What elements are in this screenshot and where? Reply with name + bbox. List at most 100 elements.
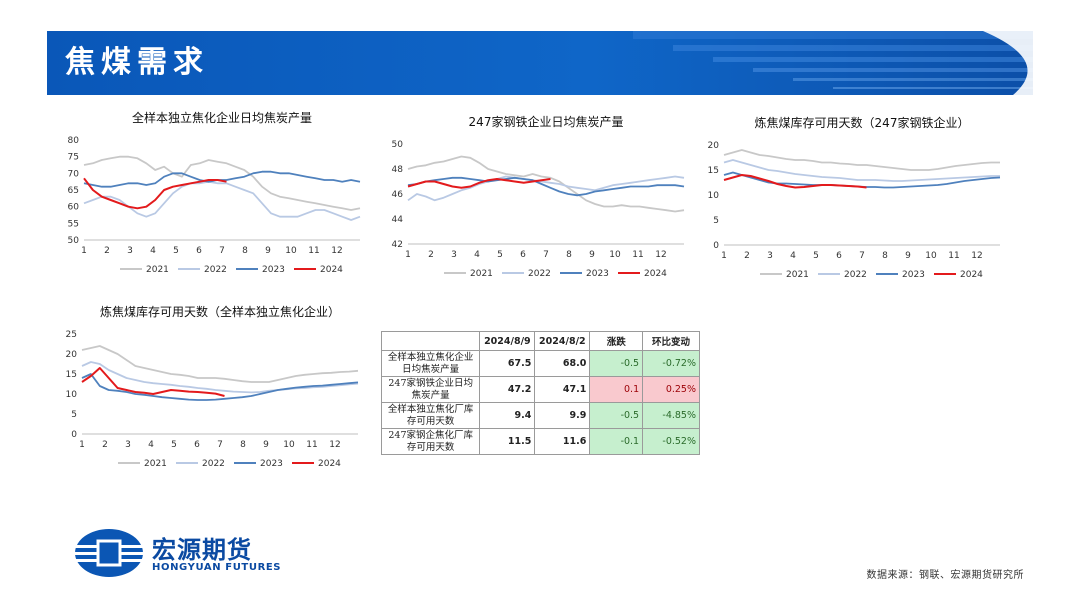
legend-label: 2021 [470,269,493,279]
chart-coking-coal-days: 炼焦煤库存可用天数（全样本独立焦化企业） 0 5 10 15 20 25 1 2 3 4 5 6 7 8 9 1… [58,302,368,480]
x-tick-label: 2 [104,246,110,256]
y-tick-label: 60 [68,203,80,213]
change-percent: 0.25% [642,376,700,403]
legend-label: 2022 [202,459,225,469]
series-line-2024 [723,174,867,189]
x-tick-label: 7 [219,246,225,256]
legend-label: 2024 [960,270,983,280]
x-tick-label: 1 [79,440,85,450]
x-tick-label: 1 [405,250,411,260]
x-tick-label: 10 [285,246,297,256]
change-value: 0.1 [589,376,644,403]
x-tick-label: 4 [148,440,154,450]
y-tick-label: 48 [392,165,404,175]
x-tick-label: 10 [283,440,295,450]
legend-label: 2021 [146,265,169,275]
page-title: 焦煤需求 [65,45,209,80]
x-tick-label: 1 [721,251,727,261]
series-line-2023 [407,176,685,197]
series-line-2022 [723,159,1000,182]
x-tick-label: 10 [925,251,937,261]
chart-steel-coal-days: 炼焦煤库存可用天数（247家钢铁企业） 0 5 10 15 20 1 2 3 4 5 6 7 8 9 10 11… [700,113,1010,291]
legend-label: 2022 [528,269,551,279]
x-tick-label: 4 [790,251,796,261]
x-tick-label: 11 [948,251,959,261]
change-percent: -4.85% [642,402,700,429]
chart-title: 炼焦煤库存可用天数（全样本独立焦化企业） [100,304,340,319]
x-tick-label: 12 [971,251,982,261]
y-tick-label: 46 [392,190,404,200]
legend-label: 2023 [262,265,285,275]
summary-table: 2024/8/9 2024/8/2 涨跌 环比变动 全样本独立焦化企业日均焦炭产… [380,331,700,455]
legend-label: 2022 [204,265,227,275]
change-value: -0.5 [589,402,644,429]
table-row: 全样本独立焦化厂库存可用天数 9.4 9.9 -0.5 -4.85% [380,402,700,429]
series-line-2022 [81,361,359,394]
logo-name-cn: 宏源期货 [152,536,252,564]
table-header-cell: 2024/8/2 [534,331,591,351]
y-tick-label: 42 [392,240,403,250]
x-tick-label: 7 [217,440,223,450]
x-tick-label: 9 [589,250,595,260]
y-tick-label: 0 [713,241,719,251]
x-tick-label: 4 [474,250,480,260]
current-value: 11.5 [479,428,536,455]
legend-label: 2022 [844,270,867,280]
x-tick-label: 7 [859,251,865,261]
legend-label: 2024 [644,269,667,279]
x-tick-label: 5 [171,440,177,450]
x-tick-label: 6 [836,251,842,261]
series-line-2021 [81,345,359,383]
series-line-2024 [407,178,551,189]
legend-label: 2023 [260,459,283,469]
current-value: 67.5 [479,350,536,377]
x-tick-label: 6 [520,250,526,260]
x-tick-label: 9 [263,440,269,450]
chart-steel-coke-output: 247家钢铁企业日均焦炭产量 42 44 46 48 50 1 2 3 4 5 6 7 8 9 10 11 12 2… [384,112,694,290]
x-tick-label: 10 [609,250,621,260]
legend-label: 2023 [902,270,925,280]
chart-title: 炼焦煤库存可用天数（247家钢铁企业） [755,115,970,130]
table-header-cell: 2024/8/9 [479,331,536,351]
legend-label: 2021 [144,459,167,469]
series-line-2024 [83,177,227,210]
y-tick-label: 80 [68,136,80,146]
y-tick-label: 70 [68,169,80,179]
x-tick-label: 11 [308,246,319,256]
change-value: -0.5 [589,350,644,377]
series-line-2022 [83,180,361,221]
x-tick-label: 4 [150,246,156,256]
series-line-2021 [83,155,361,211]
y-tick-label: 5 [71,410,77,420]
x-tick-label: 12 [655,250,666,260]
row-label: 247家钢企焦化厂库存可用天数 [380,428,481,455]
table-header-cell: 涨跌 [589,331,644,351]
x-tick-label: 5 [497,250,503,260]
legend-label: 2024 [320,265,343,275]
y-tick-label: 5 [713,216,719,226]
x-tick-label: 11 [632,250,643,260]
series-line-2023 [83,170,361,188]
table-header-cell: 环比变动 [642,331,700,351]
y-tick-label: 20 [66,350,78,360]
x-tick-label: 8 [566,250,572,260]
legend-label: 2024 [318,459,341,469]
x-tick-label: 8 [242,246,248,256]
x-tick-label: 9 [905,251,911,261]
x-tick-label: 3 [127,246,133,256]
x-tick-label: 2 [744,251,750,261]
row-label: 全样本独立焦化厂库存可用天数 [380,402,481,429]
x-tick-label: 1 [81,246,87,256]
current-value: 47.2 [479,376,536,403]
series-line-2021 [407,155,685,213]
x-tick-label: 3 [767,251,773,261]
x-tick-label: 3 [125,440,131,450]
table-header-row: 2024/8/9 2024/8/2 涨跌 环比变动 [380,331,700,351]
x-tick-label: 2 [428,250,434,260]
y-tick-label: 15 [66,370,77,380]
y-tick-label: 10 [708,191,720,201]
x-tick-label: 8 [882,251,888,261]
